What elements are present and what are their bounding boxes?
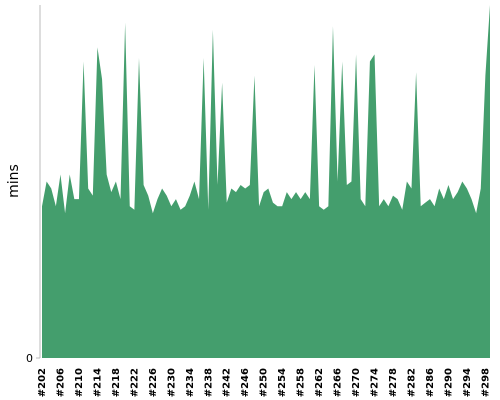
x-tick-label: #242 bbox=[222, 368, 233, 397]
x-tick-label: #278 bbox=[388, 368, 399, 397]
x-tick-label: #246 bbox=[240, 368, 251, 397]
x-tick-label: #282 bbox=[406, 368, 417, 397]
x-tick-label: #294 bbox=[462, 368, 473, 397]
x-tick-label: #238 bbox=[203, 368, 214, 397]
y-tick-label: 0 bbox=[26, 352, 33, 365]
x-tick-label: #218 bbox=[111, 368, 122, 397]
x-tick-label: #254 bbox=[277, 368, 288, 397]
x-tick-label: #214 bbox=[92, 368, 103, 397]
x-tick-label: #222 bbox=[129, 368, 140, 397]
x-tick-label: #290 bbox=[443, 368, 454, 397]
x-tick-label: #258 bbox=[296, 368, 307, 397]
x-tick-label: #206 bbox=[55, 368, 66, 397]
x-tick-label: #234 bbox=[185, 368, 196, 397]
x-tick-label: #286 bbox=[425, 368, 436, 397]
x-tick-label: #274 bbox=[370, 368, 381, 397]
x-tick-label: #230 bbox=[166, 368, 177, 397]
y-axis-label: mins bbox=[6, 164, 22, 198]
area bbox=[42, 5, 490, 358]
x-tick-label: #298 bbox=[480, 368, 491, 397]
x-tick-label: #226 bbox=[148, 368, 159, 397]
x-tick-label: #270 bbox=[351, 368, 362, 397]
x-tick-label: #202 bbox=[37, 368, 48, 397]
x-tick-label: #266 bbox=[333, 368, 344, 397]
x-tick-label: #250 bbox=[259, 368, 270, 397]
x-tick-label: #210 bbox=[74, 368, 85, 397]
x-tick-label: #262 bbox=[314, 368, 325, 397]
